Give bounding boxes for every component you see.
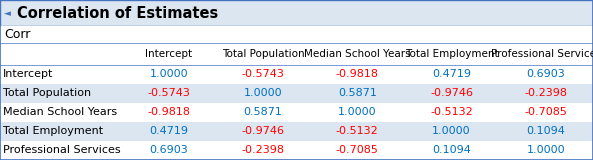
Text: -0.5743: -0.5743: [147, 88, 190, 98]
Text: Total Employment: Total Employment: [405, 49, 498, 59]
Text: 1.0000: 1.0000: [338, 107, 377, 117]
FancyBboxPatch shape: [0, 65, 593, 84]
Text: -0.5743: -0.5743: [241, 69, 285, 79]
Text: Intercept: Intercept: [145, 49, 192, 59]
FancyBboxPatch shape: [0, 84, 593, 103]
Text: 0.1094: 0.1094: [527, 126, 565, 136]
Text: Median School Years: Median School Years: [3, 107, 117, 117]
Text: -0.7085: -0.7085: [336, 145, 379, 156]
Text: Corr: Corr: [5, 28, 31, 41]
Text: -0.2398: -0.2398: [241, 145, 285, 156]
Text: 0.1094: 0.1094: [432, 145, 471, 156]
Text: 0.5871: 0.5871: [244, 107, 282, 117]
Text: 1.0000: 1.0000: [432, 126, 471, 136]
Text: -0.9746: -0.9746: [241, 126, 285, 136]
Text: 0.6903: 0.6903: [149, 145, 188, 156]
Text: 0.4719: 0.4719: [432, 69, 471, 79]
Text: 0.4719: 0.4719: [149, 126, 188, 136]
Text: -0.2398: -0.2398: [524, 88, 568, 98]
FancyBboxPatch shape: [0, 26, 593, 43]
Text: -0.9746: -0.9746: [430, 88, 473, 98]
Text: Total Population: Total Population: [222, 49, 304, 59]
Text: -0.9818: -0.9818: [147, 107, 190, 117]
Text: -0.9818: -0.9818: [336, 69, 379, 79]
Text: Total Population: Total Population: [3, 88, 91, 98]
Text: 0.5871: 0.5871: [338, 88, 377, 98]
Text: Intercept: Intercept: [3, 69, 53, 79]
Text: ◄: ◄: [4, 9, 11, 18]
Text: Professional Services: Professional Services: [3, 145, 120, 156]
Text: 0.6903: 0.6903: [527, 69, 565, 79]
FancyBboxPatch shape: [0, 103, 593, 122]
Text: 1.0000: 1.0000: [527, 145, 565, 156]
Text: -0.5132: -0.5132: [336, 126, 379, 136]
FancyBboxPatch shape: [0, 43, 593, 65]
FancyBboxPatch shape: [0, 141, 593, 160]
FancyBboxPatch shape: [0, 0, 593, 26]
Text: 1.0000: 1.0000: [149, 69, 188, 79]
Text: Total Employment: Total Employment: [3, 126, 103, 136]
Text: -0.7085: -0.7085: [524, 107, 568, 117]
Text: Median School Years: Median School Years: [304, 49, 410, 59]
FancyBboxPatch shape: [0, 122, 593, 141]
Text: 1.0000: 1.0000: [244, 88, 282, 98]
Text: Correlation of Estimates: Correlation of Estimates: [17, 6, 218, 21]
Text: Professional Services: Professional Services: [490, 49, 593, 59]
Text: -0.5132: -0.5132: [430, 107, 473, 117]
